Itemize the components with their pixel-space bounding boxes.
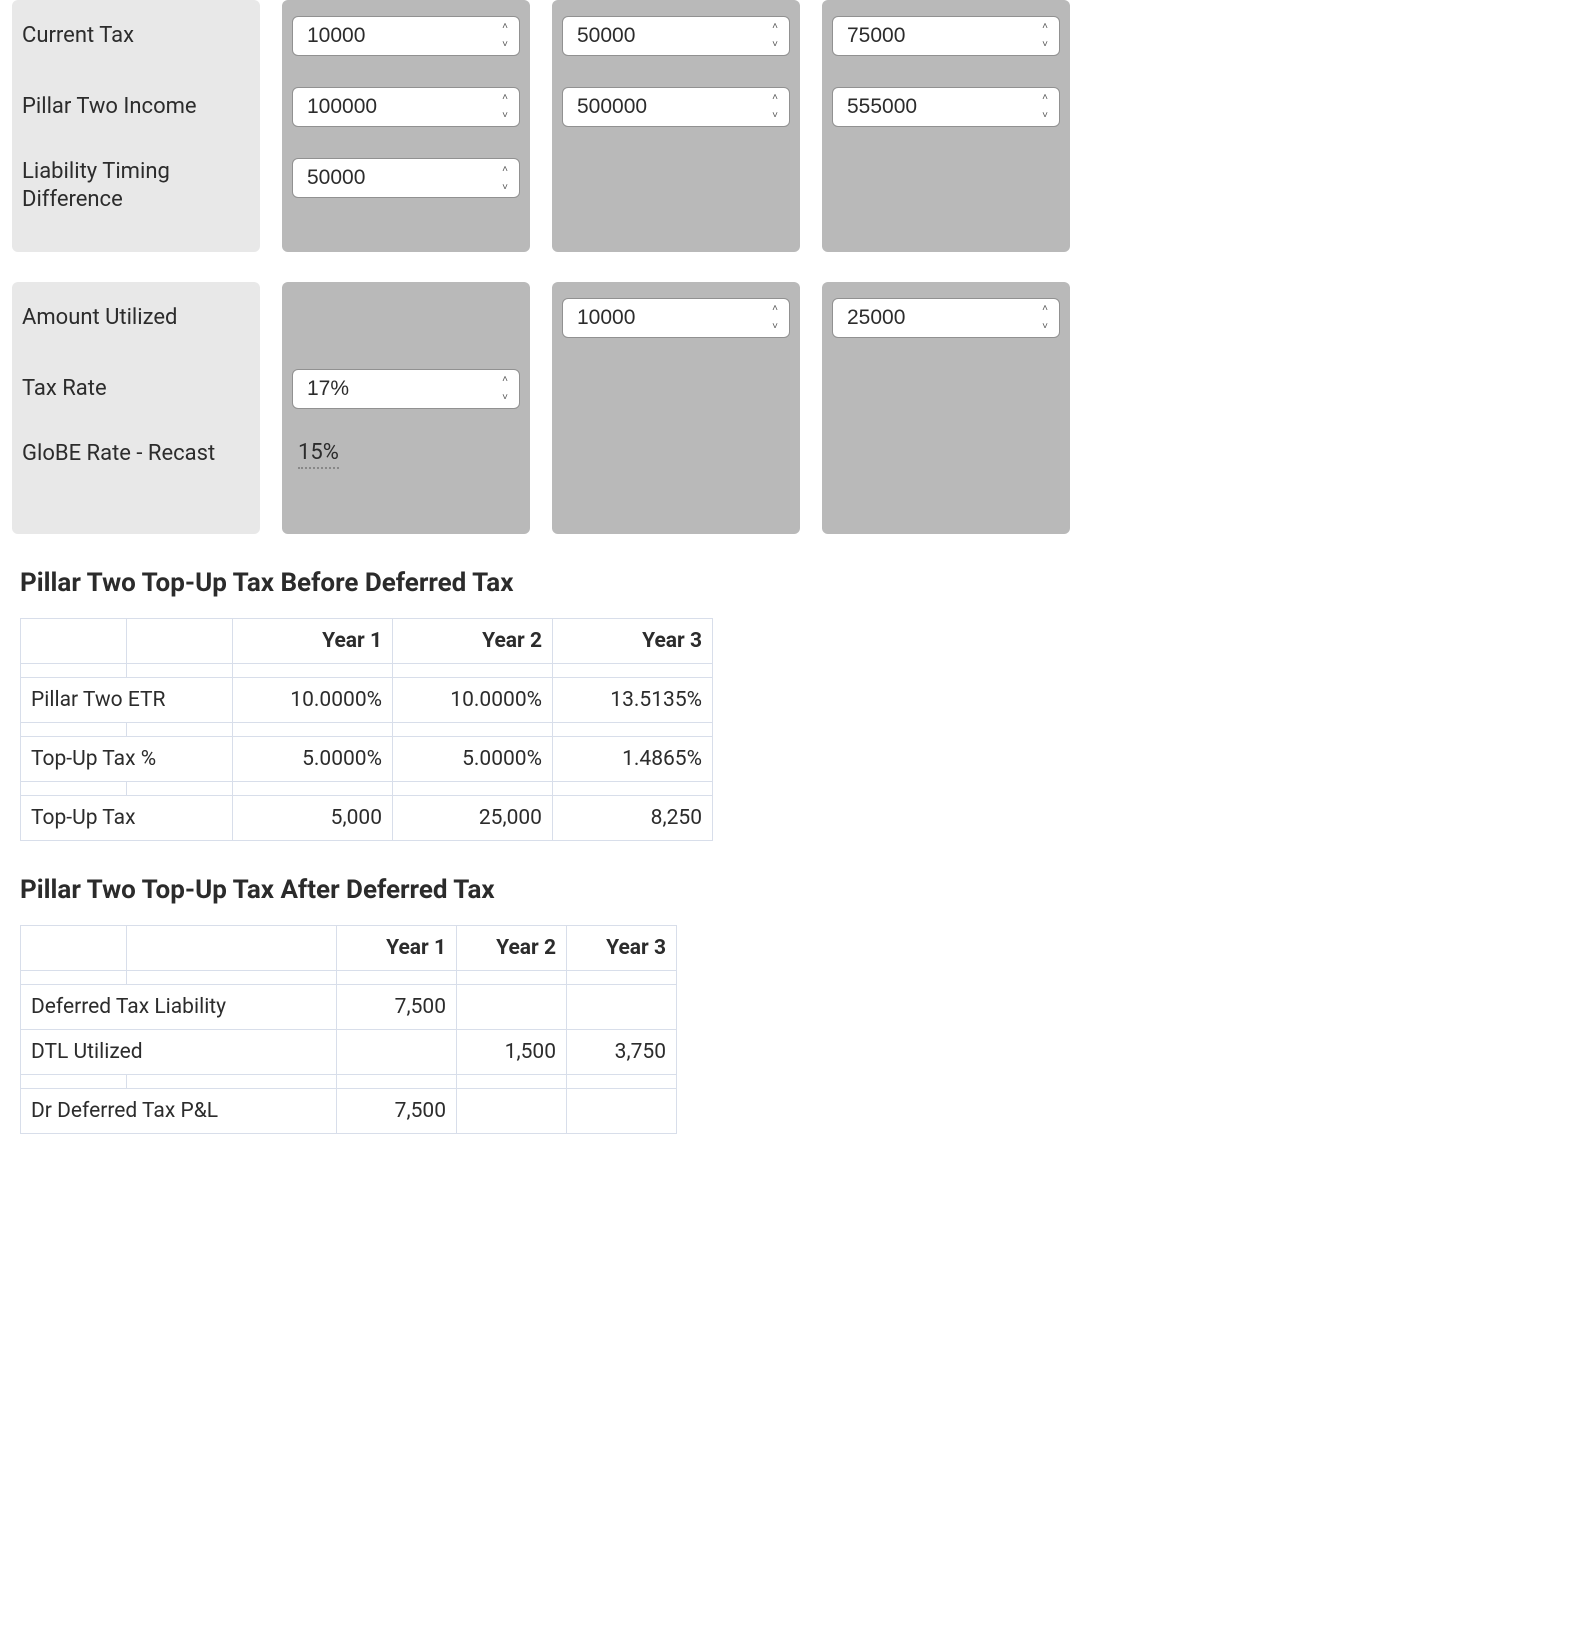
year1-panel-2: ˄ ˅ 15% bbox=[282, 282, 530, 534]
stepper-down-icon[interactable]: ˅ bbox=[1038, 40, 1052, 50]
col-year2: Year 2 bbox=[457, 926, 567, 971]
row-label: DTL Utilized bbox=[21, 1030, 337, 1075]
stepper-down-icon[interactable]: ˅ bbox=[1038, 111, 1052, 121]
table-row: Top-Up Tax 5,000 25,000 8,250 bbox=[21, 796, 713, 841]
cell: 13.5135% bbox=[553, 678, 713, 723]
heading-before-deferred: Pillar Two Top-Up Tax Before Deferred Ta… bbox=[20, 568, 1576, 598]
cell: 10.0000% bbox=[393, 678, 553, 723]
stepper-up-icon[interactable]: ˄ bbox=[768, 304, 782, 314]
year2-panel-1: ˄ ˅ ˄ ˅ bbox=[552, 0, 800, 252]
current-tax-y2-input[interactable] bbox=[562, 16, 790, 56]
cell: 10.0000% bbox=[233, 678, 393, 723]
cell bbox=[567, 1089, 677, 1134]
stepper-up-icon[interactable]: ˄ bbox=[498, 375, 512, 385]
label-current-tax: Current Tax bbox=[22, 22, 134, 50]
row-label: Top-Up Tax bbox=[21, 796, 233, 841]
year1-panel-1: ˄ ˅ ˄ ˅ ˄ ˅ bbox=[282, 0, 530, 252]
cell: 7,500 bbox=[337, 985, 457, 1030]
cell: 5.0000% bbox=[233, 737, 393, 782]
liability-timing-y1-input[interactable] bbox=[292, 158, 520, 198]
inputs-block-1: Current Tax Pillar Two Income Liability … bbox=[0, 0, 1576, 252]
cell: 25,000 bbox=[393, 796, 553, 841]
table-after-deferred: Year 1 Year 2 Year 3 Deferred Tax Liabil… bbox=[20, 925, 677, 1134]
table-row: Year 1 Year 2 Year 3 bbox=[21, 619, 713, 664]
table-row: Top-Up Tax % 5.0000% 5.0000% 1.4865% bbox=[21, 737, 713, 782]
cell bbox=[457, 985, 567, 1030]
stepper-up-icon[interactable]: ˄ bbox=[498, 93, 512, 103]
stepper-down-icon[interactable]: ˅ bbox=[498, 111, 512, 121]
cell bbox=[337, 1030, 457, 1075]
table-row: DTL Utilized 1,500 3,750 bbox=[21, 1030, 677, 1075]
labels-panel-1: Current Tax Pillar Two Income Liability … bbox=[12, 0, 260, 252]
labels-panel-2: Amount Utilized Tax Rate GloBE Rate - Re… bbox=[12, 282, 260, 534]
cell: 1,500 bbox=[457, 1030, 567, 1075]
stepper-up-icon[interactable]: ˄ bbox=[1038, 304, 1052, 314]
label-liability-timing-diff: Liability Timing Difference bbox=[22, 158, 250, 213]
label-tax-rate: Tax Rate bbox=[22, 375, 107, 403]
row-label: Pillar Two ETR bbox=[21, 678, 233, 723]
stepper-down-icon[interactable]: ˅ bbox=[498, 40, 512, 50]
row-label: Deferred Tax Liability bbox=[21, 985, 337, 1030]
label-amount-utilized: Amount Utilized bbox=[22, 304, 177, 332]
row-label: Dr Deferred Tax P&L bbox=[21, 1089, 337, 1134]
stepper-up-icon[interactable]: ˄ bbox=[768, 22, 782, 32]
stepper-down-icon[interactable]: ˅ bbox=[498, 182, 512, 192]
col-year1: Year 1 bbox=[233, 619, 393, 664]
cell bbox=[457, 1089, 567, 1134]
stepper-up-icon[interactable]: ˄ bbox=[1038, 93, 1052, 103]
table-before-deferred: Year 1 Year 2 Year 3 Pillar Two ETR 10.0… bbox=[20, 618, 713, 841]
pillar-two-income-y1-input[interactable] bbox=[292, 87, 520, 127]
stepper-up-icon[interactable]: ˄ bbox=[498, 22, 512, 32]
label-pillar-two-income: Pillar Two Income bbox=[22, 93, 197, 121]
stepper-down-icon[interactable]: ˅ bbox=[768, 40, 782, 50]
cell: 5,000 bbox=[233, 796, 393, 841]
stepper-up-icon[interactable]: ˄ bbox=[498, 164, 512, 174]
current-tax-y1-input[interactable] bbox=[292, 16, 520, 56]
cell bbox=[567, 985, 677, 1030]
year3-panel-1: ˄ ˅ ˄ ˅ bbox=[822, 0, 1070, 252]
table-row: Pillar Two ETR 10.0000% 10.0000% 13.5135… bbox=[21, 678, 713, 723]
stepper-down-icon[interactable]: ˅ bbox=[498, 393, 512, 403]
page-root: Current Tax Pillar Two Income Liability … bbox=[0, 0, 1576, 1134]
heading-after-deferred: Pillar Two Top-Up Tax After Deferred Tax bbox=[20, 875, 1576, 905]
pillar-two-income-y2-input[interactable] bbox=[562, 87, 790, 127]
year2-panel-2: ˄ ˅ bbox=[552, 282, 800, 534]
amount-utilized-y2-input[interactable] bbox=[562, 298, 790, 338]
cell: 5.0000% bbox=[393, 737, 553, 782]
stepper-down-icon[interactable]: ˅ bbox=[1038, 322, 1052, 332]
cell: 1.4865% bbox=[553, 737, 713, 782]
label-globe-rate-recast: GloBE Rate - Recast bbox=[22, 440, 215, 468]
cell: 8,250 bbox=[553, 796, 713, 841]
stepper-down-icon[interactable]: ˅ bbox=[768, 111, 782, 121]
cell: 7,500 bbox=[337, 1089, 457, 1134]
pillar-two-income-y3-input[interactable] bbox=[832, 87, 1060, 127]
table-row: Deferred Tax Liability 7,500 bbox=[21, 985, 677, 1030]
table-row: Dr Deferred Tax P&L 7,500 bbox=[21, 1089, 677, 1134]
globe-rate-recast-value: 15% bbox=[298, 440, 339, 469]
col-year1: Year 1 bbox=[337, 926, 457, 971]
year3-panel-2: ˄ ˅ bbox=[822, 282, 1070, 534]
table-row: Year 1 Year 2 Year 3 bbox=[21, 926, 677, 971]
inputs-block-2: Amount Utilized Tax Rate GloBE Rate - Re… bbox=[0, 282, 1576, 534]
stepper-up-icon[interactable]: ˄ bbox=[768, 93, 782, 103]
tax-rate-y1-input[interactable] bbox=[292, 369, 520, 409]
stepper-down-icon[interactable]: ˅ bbox=[768, 322, 782, 332]
stepper-up-icon[interactable]: ˄ bbox=[1038, 22, 1052, 32]
col-year3: Year 3 bbox=[553, 619, 713, 664]
cell: 3,750 bbox=[567, 1030, 677, 1075]
amount-utilized-y3-input[interactable] bbox=[832, 298, 1060, 338]
col-year2: Year 2 bbox=[393, 619, 553, 664]
current-tax-y3-input[interactable] bbox=[832, 16, 1060, 56]
row-label: Top-Up Tax % bbox=[21, 737, 233, 782]
col-year3: Year 3 bbox=[567, 926, 677, 971]
